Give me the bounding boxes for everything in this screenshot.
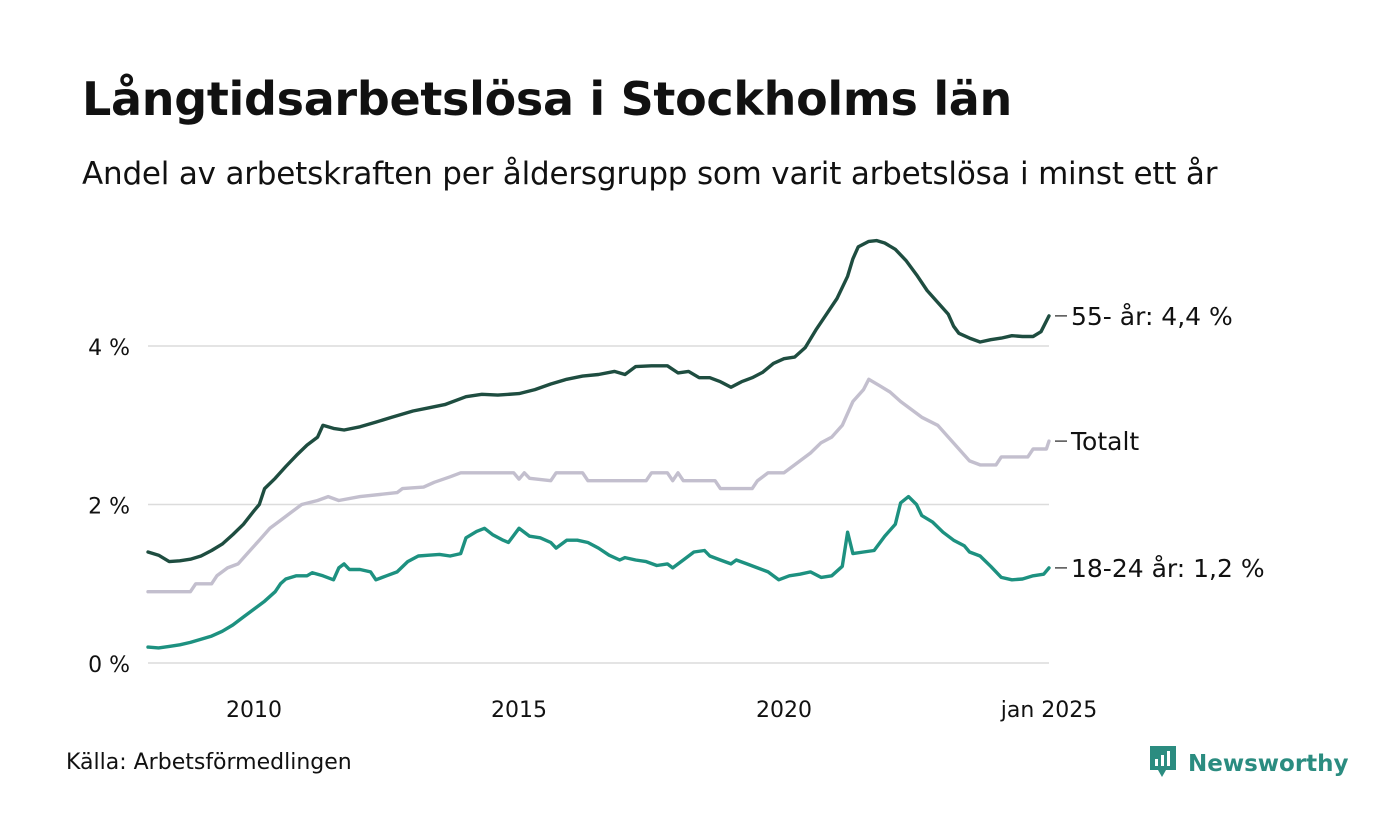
y-tick-label: 2 % <box>88 495 130 520</box>
newsworthy-brand[interactable]: Newsworthy <box>1148 744 1349 784</box>
series-line-totalt <box>146 377 1051 594</box>
series-end-label: Totalt <box>1070 427 1139 456</box>
chart-title: Långtidsarbetslösa i Stockholms län <box>82 72 1012 126</box>
x-axis-tick-labels: 2010 2015 2020 jan 2025 <box>226 698 1097 723</box>
y-tick-label: 0 % <box>88 653 130 678</box>
series-end-label: 18-24 år: 1,2 % <box>1071 554 1265 583</box>
brand-name: Newsworthy <box>1188 751 1349 777</box>
newsworthy-logo-icon <box>1148 744 1178 784</box>
series-end-labels: 55- år: 4,4 % Totalt 18-24 år: 1,2 % <box>1055 302 1265 583</box>
series-end-label: 55- år: 4,4 % <box>1071 302 1233 331</box>
source-note: Källa: Arbetsförmedlingen <box>66 750 352 775</box>
series-lines <box>146 238 1051 650</box>
series-line-55-plus <box>146 238 1051 564</box>
y-tick-label: 4 % <box>88 336 130 361</box>
x-tick-label: 2015 <box>491 698 547 723</box>
x-tick-label: 2020 <box>756 698 812 723</box>
chart-subtitle: Andel av arbetskraften per åldersgrupp s… <box>82 156 1218 192</box>
gridlines <box>148 345 1049 664</box>
x-tick-label: jan 2025 <box>1000 698 1098 723</box>
x-tick-label: 2010 <box>226 698 282 723</box>
series-line-18-24 <box>146 494 1051 650</box>
y-axis-tick-labels: 0 % 2 % 4 % <box>88 336 130 678</box>
